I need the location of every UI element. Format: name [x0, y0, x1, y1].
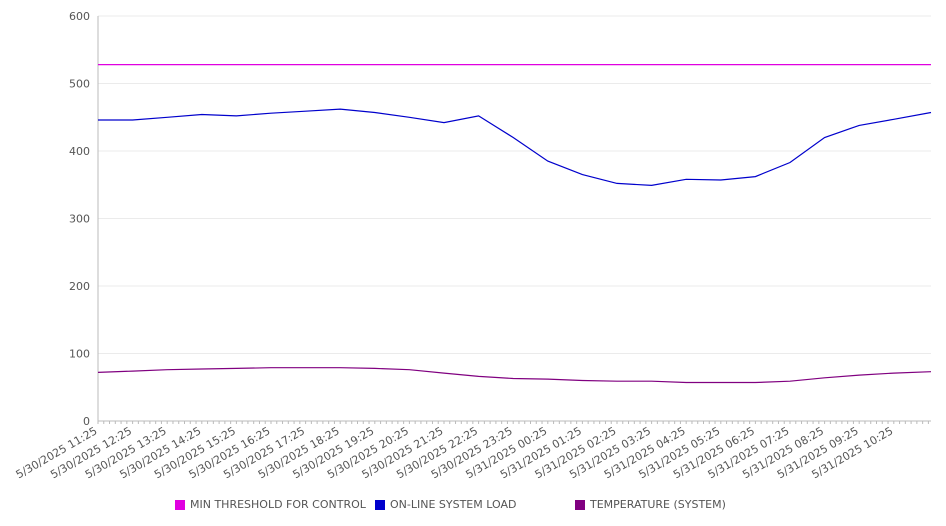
y-tick-label: 100 — [69, 348, 90, 361]
legend-swatch-system-load — [375, 499, 385, 510]
legend: MIN THRESHOLD FOR CONTROL ON-LINE SYSTEM… — [0, 498, 946, 514]
series-lines — [97, 63, 932, 384]
axes — [97, 16, 931, 424]
legend-item-temperature[interactable]: TEMPERATURE (SYSTEM) — [575, 498, 726, 511]
legend-swatch-min-threshold — [175, 499, 185, 510]
series-line-2 — [97, 367, 932, 384]
y-tick-label: 400 — [69, 145, 90, 158]
grid — [98, 15, 931, 354]
x-axis-ticks: 5/30/2025 11:255/30/2025 12:255/30/2025 … — [14, 424, 896, 481]
legend-label-temperature: TEMPERATURE (SYSTEM) — [590, 498, 726, 511]
y-axis-ticks: 0 100 200 300 400 500 600 — [69, 10, 90, 428]
y-tick-label: 0 — [83, 415, 90, 428]
y-tick-label: 500 — [69, 78, 90, 91]
y-tick-label: 600 — [69, 10, 90, 23]
legend-item-min-threshold[interactable]: MIN THRESHOLD FOR CONTROL — [175, 498, 366, 511]
series-line-1 — [98, 108, 932, 187]
legend-label-system-load: ON-LINE SYSTEM LOAD — [390, 498, 517, 511]
y-tick-label: 200 — [69, 280, 90, 293]
y-tick-label: 300 — [69, 213, 90, 226]
legend-swatch-temperature — [575, 499, 585, 510]
legend-item-system-load[interactable]: ON-LINE SYSTEM LOAD — [375, 498, 516, 511]
legend-label-min-threshold: MIN THRESHOLD FOR CONTROL — [190, 498, 366, 511]
